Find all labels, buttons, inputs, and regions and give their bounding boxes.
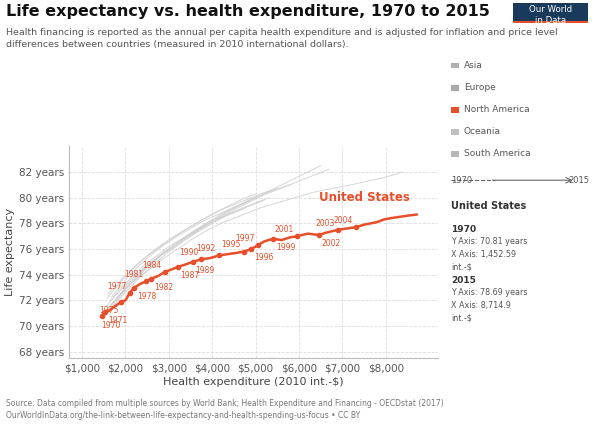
Text: Source: Data compiled from multiple sources by World Bank; Health Expenditure an: Source: Data compiled from multiple sour… xyxy=(6,399,443,420)
Text: Y Axis: 78.69 years
X Axis: 8,714.9
int.-$: Y Axis: 78.69 years X Axis: 8,714.9 int.… xyxy=(451,288,528,322)
Text: 1977: 1977 xyxy=(107,282,127,290)
Text: 1990: 1990 xyxy=(179,248,199,257)
Text: Life expectancy vs. health expenditure, 1970 to 2015: Life expectancy vs. health expenditure, … xyxy=(6,4,490,19)
Text: 1970: 1970 xyxy=(451,225,476,234)
Text: 2004: 2004 xyxy=(333,216,353,225)
Text: South America: South America xyxy=(464,149,530,159)
Text: 2003: 2003 xyxy=(316,219,335,228)
Text: 2002: 2002 xyxy=(322,239,341,248)
Text: 1996: 1996 xyxy=(254,253,274,262)
Text: 1970: 1970 xyxy=(101,321,121,330)
Text: 1975: 1975 xyxy=(99,306,118,315)
Text: Oceania: Oceania xyxy=(464,127,501,137)
Text: Europe: Europe xyxy=(464,83,496,92)
Text: 1982: 1982 xyxy=(154,283,173,292)
Text: Health financing is reported as the annual per capita health expenditure and is : Health financing is reported as the annu… xyxy=(6,28,557,49)
Text: 1971: 1971 xyxy=(108,316,127,325)
Text: 2001: 2001 xyxy=(275,225,294,234)
Text: 1978: 1978 xyxy=(137,292,156,301)
Text: Our World
in Data: Our World in Data xyxy=(529,5,572,25)
Text: 1992: 1992 xyxy=(197,244,216,253)
Text: 1987: 1987 xyxy=(181,271,200,280)
Text: 1984: 1984 xyxy=(142,261,161,270)
Text: 1999: 1999 xyxy=(276,243,295,252)
Text: 2015: 2015 xyxy=(568,176,589,185)
Text: Y Axis: 70.81 years
X Axis: 1,452.59
int.-$: Y Axis: 70.81 years X Axis: 1,452.59 int… xyxy=(451,237,527,271)
Text: 1997: 1997 xyxy=(236,234,255,243)
Y-axis label: Life expectancy: Life expectancy xyxy=(5,208,15,296)
Text: Asia: Asia xyxy=(464,61,482,70)
Text: United States: United States xyxy=(451,201,526,212)
Text: 1995: 1995 xyxy=(221,240,241,249)
X-axis label: Health expenditure (2010 int.-$): Health expenditure (2010 int.-$) xyxy=(163,377,344,387)
Text: 1970: 1970 xyxy=(451,176,472,185)
Text: North America: North America xyxy=(464,105,529,114)
Text: United States: United States xyxy=(319,191,410,204)
Text: 2015: 2015 xyxy=(451,276,476,285)
Text: 1981: 1981 xyxy=(124,270,143,279)
Text: 1989: 1989 xyxy=(196,266,215,275)
